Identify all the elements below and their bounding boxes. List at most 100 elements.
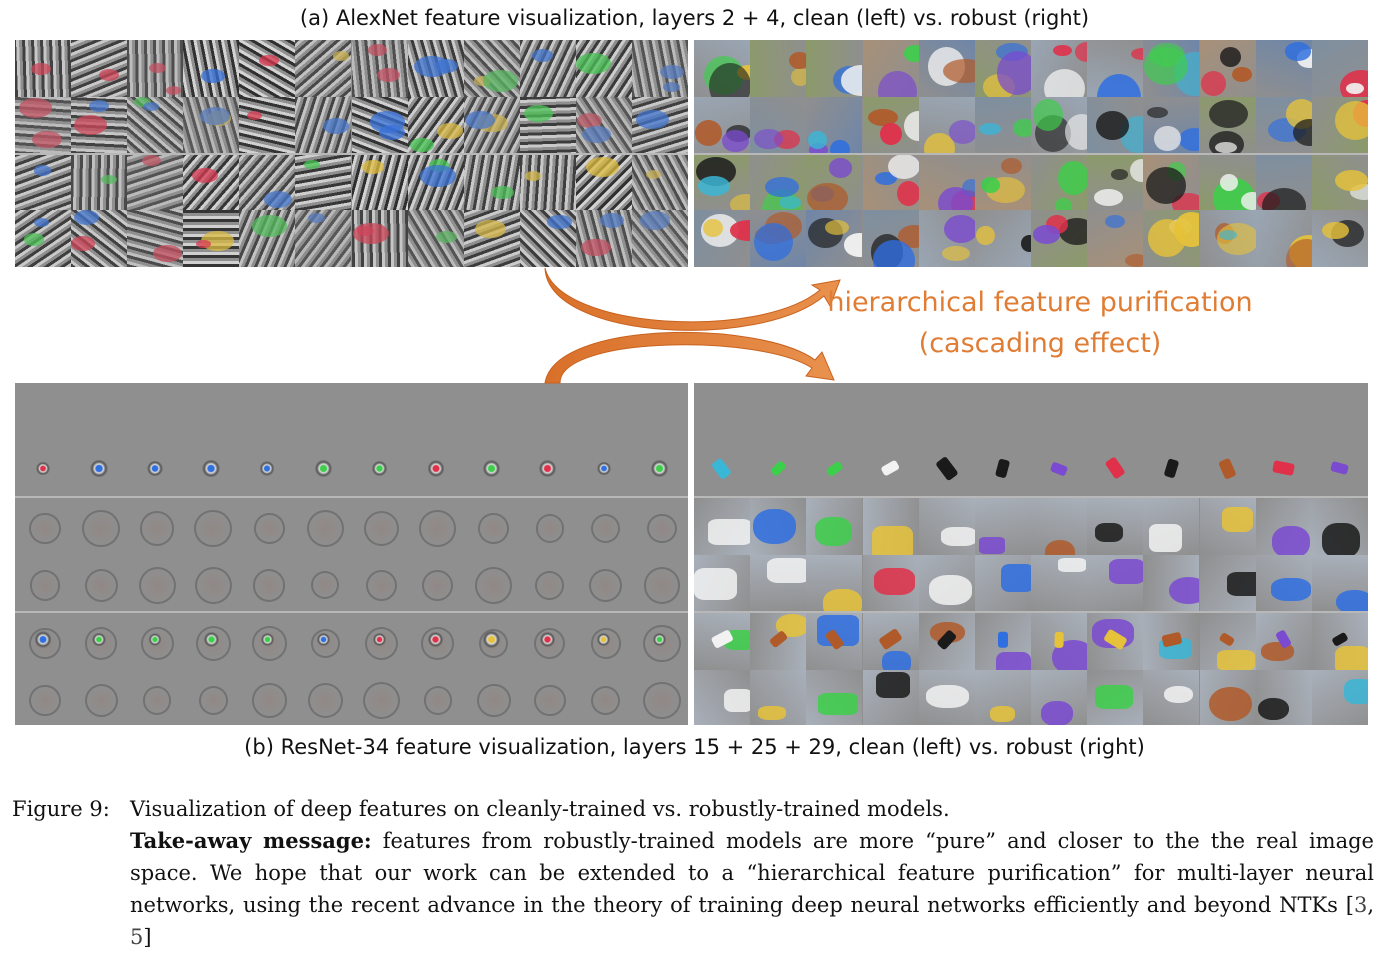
feature-tile	[1255, 153, 1312, 211]
resnet-clean-feature-grid	[15, 383, 688, 725]
feature-tile	[1199, 498, 1256, 555]
grid-divider	[694, 496, 1368, 498]
feature-tile	[576, 555, 632, 612]
feature-tile	[239, 40, 296, 97]
feature-tile	[1087, 555, 1144, 612]
citation-3[interactable]: 3	[1353, 893, 1368, 917]
feature-tile	[1312, 383, 1368, 554]
feature-tile	[862, 96, 919, 154]
feature-tile	[1087, 153, 1144, 211]
feature-tile	[239, 498, 295, 555]
feature-tile	[1143, 40, 1200, 97]
feature-tile	[464, 670, 520, 725]
feature-tile	[576, 498, 632, 555]
feature-tile	[183, 153, 240, 211]
feature-tile	[183, 383, 239, 554]
feature-tile	[352, 498, 408, 555]
feature-tile	[918, 210, 975, 267]
feature-tile	[15, 383, 71, 554]
resnet-robust-feature-grid	[694, 383, 1368, 725]
feature-tile	[239, 210, 296, 267]
feature-tile	[1031, 670, 1088, 725]
feature-tile	[862, 555, 919, 612]
feature-tile	[1255, 670, 1312, 725]
feature-tile	[127, 670, 183, 725]
feature-tile	[1087, 383, 1143, 554]
feature-tile	[1256, 554, 1312, 725]
feature-tile	[520, 498, 576, 555]
feature-tile	[806, 498, 863, 555]
feature-tile	[71, 210, 128, 267]
feature-tile	[1199, 210, 1256, 267]
feature-tile	[806, 383, 862, 554]
feature-tile	[1143, 554, 1199, 725]
feature-tile	[1143, 498, 1200, 555]
feature-tile	[631, 96, 688, 154]
grid-divider	[15, 496, 688, 498]
feature-tile	[750, 40, 807, 97]
feature-tile	[239, 670, 295, 725]
feature-tile	[1031, 153, 1088, 211]
feature-tile	[918, 96, 975, 154]
feature-tile	[974, 40, 1031, 97]
feature-tile	[15, 40, 72, 97]
feature-tile	[520, 670, 576, 725]
feature-tile	[575, 153, 632, 211]
feature-tile	[519, 40, 576, 97]
feature-tile	[863, 383, 919, 554]
feature-tile	[1031, 554, 1087, 725]
feature-tile	[464, 555, 520, 612]
feature-tile	[239, 96, 296, 154]
feature-tile	[694, 554, 750, 725]
feature-tile	[408, 670, 464, 725]
feature-tile	[974, 613, 1031, 670]
feature-tile	[15, 498, 71, 555]
feature-tile	[806, 555, 863, 612]
feature-tile	[239, 554, 295, 725]
feature-tile	[407, 153, 464, 211]
feature-tile	[407, 40, 464, 97]
feature-tile	[862, 210, 919, 267]
feature-tile	[631, 153, 688, 211]
feature-tile	[806, 40, 863, 97]
feature-tile	[1087, 96, 1144, 154]
feature-tile	[183, 555, 239, 612]
feature-tile	[352, 383, 408, 554]
feature-tile	[632, 498, 688, 555]
annotation-line-2: (cascading effect)	[918, 328, 1162, 359]
grid-divider	[15, 611, 688, 613]
feature-tile	[295, 498, 351, 555]
feature-tile	[750, 555, 807, 612]
feature-tile	[576, 670, 632, 725]
feature-tile	[295, 670, 351, 725]
feature-tile	[71, 153, 128, 211]
feature-tile	[239, 383, 295, 554]
alexnet-clean-feature-grid	[15, 40, 688, 267]
feature-tile	[71, 670, 127, 725]
feature-tile	[862, 153, 919, 211]
feature-tile	[575, 210, 632, 267]
takeaway-label: Take-away message:	[130, 828, 372, 853]
feature-tile	[1031, 555, 1088, 612]
feature-tile	[127, 40, 184, 97]
feature-tile	[15, 153, 72, 211]
feature-tile	[183, 554, 239, 725]
feature-tile	[576, 554, 632, 725]
feature-tile	[15, 555, 71, 612]
feature-tile	[918, 498, 975, 555]
feature-tile	[183, 670, 239, 725]
feature-tile	[1255, 40, 1312, 97]
feature-tile	[974, 670, 1031, 725]
feature-tile	[295, 153, 352, 211]
grid-divider	[694, 611, 1368, 613]
feature-tile	[1311, 40, 1368, 97]
citation-5[interactable]: 5	[130, 925, 144, 949]
feature-tile	[750, 383, 806, 554]
feature-tile	[71, 383, 127, 554]
feature-tile	[975, 554, 1031, 725]
feature-tile	[1087, 40, 1144, 97]
feature-tile	[694, 498, 751, 555]
feature-tile	[918, 153, 975, 211]
caption-alexnet: (a) AlexNet feature visualization, layer…	[299, 6, 1090, 30]
feature-tile	[464, 383, 520, 554]
